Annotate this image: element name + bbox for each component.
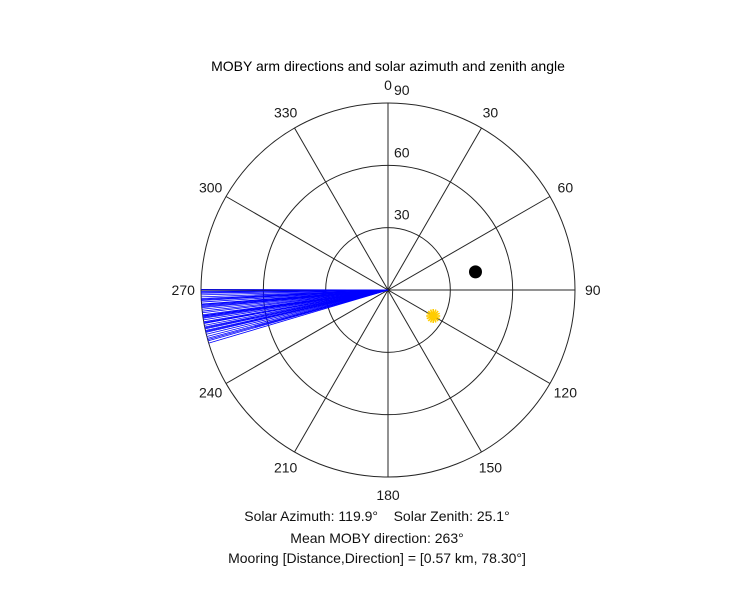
solar-marker — [426, 308, 441, 323]
mean-direction-annotation: Mean MOBY direction: 263° — [0, 530, 750, 546]
theta-label-210: 210 — [274, 459, 298, 475]
theta-label-0: 0 — [384, 77, 392, 93]
solar-core — [429, 312, 437, 320]
mean-direction-text: Mean MOBY direction: 263° — [290, 530, 464, 546]
solar-angles-annotation: Solar Azimuth: 119.9° Solar Zenith: 25.1… — [0, 508, 750, 524]
r-label-90: 90 — [394, 82, 410, 98]
arm-line-29 — [200, 288, 389, 291]
arm-line-39 — [201, 289, 389, 306]
theta-label-300: 300 — [199, 180, 223, 196]
theta-label-30: 30 — [483, 105, 499, 121]
arm-line-38 — [204, 289, 389, 329]
theta-label-120: 120 — [554, 384, 578, 400]
solar-angles-text: Solar Azimuth: 119.9° Solar Zenith: 25.1… — [244, 508, 510, 524]
r-tick-labels: 30 60 90 — [394, 82, 410, 223]
arm-line-32 — [203, 289, 389, 324]
arm-direction-lines — [200, 288, 389, 344]
theta-tick-labels: 0 30 60 90 120 150 180 210 240 270 300 330 — [172, 77, 601, 503]
r-label-30: 30 — [394, 207, 410, 223]
mooring-marker — [468, 265, 482, 279]
chart-title: MOBY arm directions and solar azimuth an… — [211, 58, 565, 74]
arm-line-30 — [207, 289, 389, 341]
theta-label-270: 270 — [172, 282, 196, 298]
arm-line-37 — [202, 289, 389, 318]
mooring-annotation: Mooring [Distance,Direction] = [0.57 km,… — [0, 550, 750, 566]
arm-line-36 — [201, 289, 389, 293]
mooring-text: Mooring [Distance,Direction] = [0.57 km,… — [228, 550, 526, 566]
theta-label-240: 240 — [199, 384, 223, 400]
theta-label-330: 330 — [274, 105, 298, 121]
arm-line-31 — [205, 289, 389, 332]
r-label-60: 60 — [394, 144, 410, 160]
arm-line-35 — [201, 289, 389, 300]
theta-label-150: 150 — [479, 459, 503, 475]
theta-label-90: 90 — [585, 282, 601, 298]
theta-label-60: 60 — [558, 180, 574, 196]
theta-label-180: 180 — [376, 487, 400, 503]
markers — [426, 265, 482, 323]
